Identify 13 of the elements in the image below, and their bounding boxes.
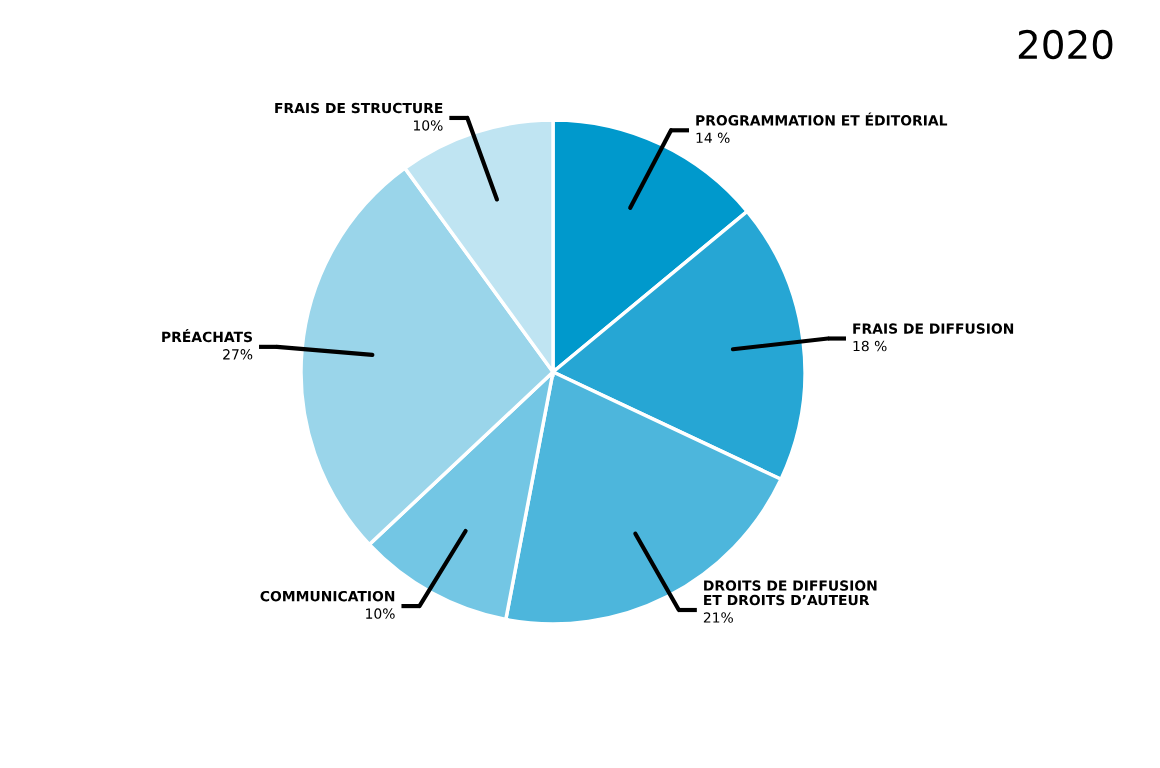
data-label: 21% [703,612,733,623]
data-label: 27% [223,349,253,360]
chart-title: 2020 [1018,29,1113,60]
slice-label: COMMUNICATION [260,590,395,602]
data-label: 14 % [696,132,730,144]
data-label: 10% [414,120,443,131]
slice-label: DROITS DE DIFFUSION ET DROITS D’AUTEUR [704,580,877,606]
slice-label: PROGRAMMATION ET ÉDITORIAL [696,112,948,126]
slice-label: FRAIS DE STRUCTURE [275,102,443,114]
data-label: 18 % [853,340,887,352]
slice-label: FRAIS DE DIFFUSION [853,323,1014,334]
data-label: 10% [366,608,395,619]
slice-label: PRÉACHATS [162,329,253,343]
